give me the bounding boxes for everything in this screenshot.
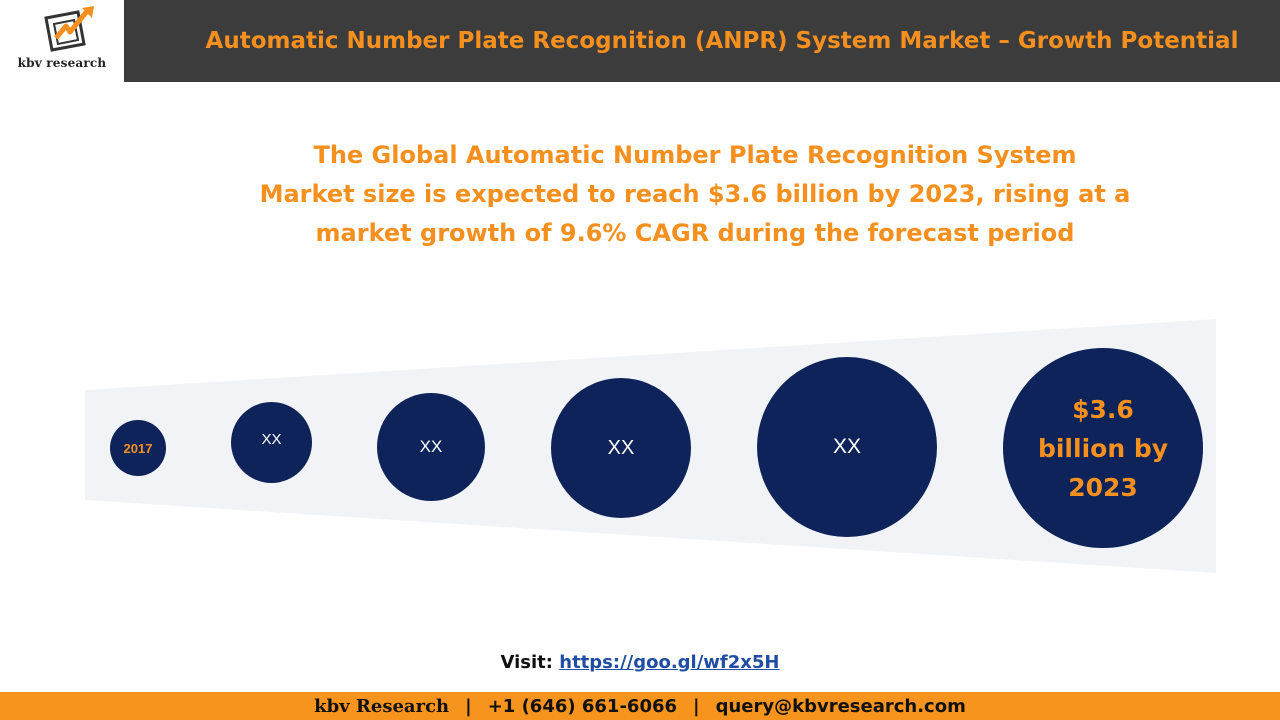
footer-brand: kbv Research bbox=[314, 695, 450, 717]
footer-separator: | bbox=[465, 695, 472, 717]
footer-email[interactable]: query@kbvresearch.com bbox=[715, 695, 966, 717]
bubble-label: XX bbox=[832, 435, 861, 458]
bubble-label-2023: $3.6 billion by 2023 bbox=[1038, 390, 1168, 507]
bubble-year-5: XX bbox=[757, 357, 937, 537]
headline-line-2: Market size is expected to reach $3.6 bi… bbox=[259, 180, 1131, 208]
bubble-value: $3.6 bbox=[1072, 394, 1134, 424]
bubble-unit: billion by bbox=[1037, 433, 1169, 463]
visit-link[interactable]: https://goo.gl/wf2x5H bbox=[559, 652, 780, 673]
bubble-label: XX bbox=[261, 431, 282, 448]
bubble-label: 2017 bbox=[123, 440, 153, 456]
bubble-2023: $3.6 billion by 2023 bbox=[1003, 348, 1203, 548]
bubble-label: XX bbox=[419, 437, 443, 456]
bubble-year-2: XX bbox=[231, 402, 312, 483]
bubble-year-4: XX bbox=[551, 378, 691, 518]
footer-phone[interactable]: +1 (646) 661-6066 bbox=[487, 695, 678, 717]
footer: kbv Research | +1 (646) 661-6066 | query… bbox=[0, 692, 1280, 720]
headline-line-1: The Global Automatic Number Plate Recogn… bbox=[313, 141, 1077, 169]
footer-separator: | bbox=[693, 695, 700, 717]
visit-label: Visit: bbox=[500, 652, 553, 673]
visit-line: Visit: https://goo.gl/wf2x5H bbox=[0, 652, 1280, 673]
header-bar: Automatic Number Plate Recognition (ANPR… bbox=[124, 0, 1280, 82]
logo-text: kbv research bbox=[17, 56, 107, 70]
headline: The Global Automatic Number Plate Recogn… bbox=[230, 136, 1160, 253]
bubble-year-3: XX bbox=[377, 393, 485, 501]
logo: kbv research bbox=[0, 0, 124, 82]
headline-line-3: market growth of 9.6% CAGR during the fo… bbox=[315, 219, 1075, 247]
bubble-year: 2023 bbox=[1068, 472, 1138, 502]
kbv-logo-icon bbox=[44, 6, 94, 52]
page-title: Automatic Number Plate Recognition (ANPR… bbox=[205, 28, 1239, 54]
bubble-2017: 2017 bbox=[110, 420, 166, 476]
bubble-label: XX bbox=[607, 436, 635, 459]
